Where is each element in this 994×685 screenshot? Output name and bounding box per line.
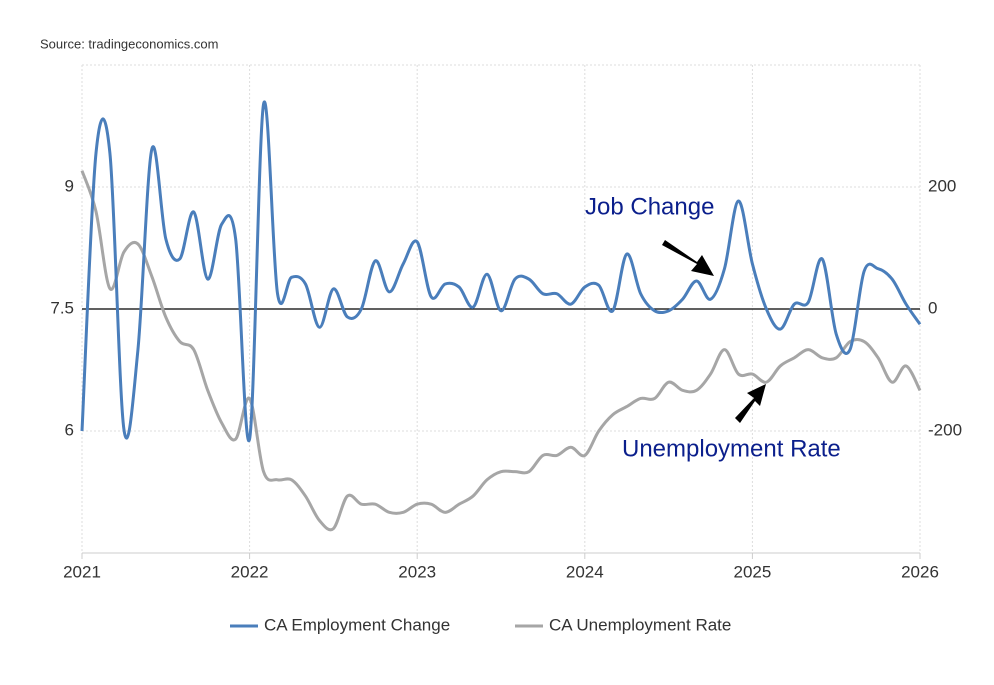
legend-label: CA Employment Change <box>264 615 450 634</box>
arrow <box>735 384 766 423</box>
series-line <box>80 170 922 532</box>
annotation: Job Change <box>585 193 714 220</box>
x-tick-label: 2021 <box>63 562 101 581</box>
x-tick-label: 2022 <box>231 562 269 581</box>
x-tick-label: 2026 <box>901 562 939 581</box>
y-tick-label: 7.5 <box>50 298 74 317</box>
y2-tick-label: 200 <box>928 176 956 195</box>
x-tick-label: 2023 <box>398 562 436 581</box>
x-tick-label: 2025 <box>733 562 771 581</box>
y2-tick-label: 0 <box>928 298 937 317</box>
y2-tick-label: -200 <box>928 420 962 439</box>
y-tick-label: 6 <box>65 420 74 439</box>
annotation: Unemployment Rate <box>622 435 841 462</box>
series-line <box>80 100 922 443</box>
y-tick-label: 9 <box>65 176 74 195</box>
x-tick-label: 2024 <box>566 562 604 581</box>
arrow <box>662 240 714 276</box>
source: Source: tradingeconomics.com <box>40 36 218 51</box>
legend-label: CA Unemployment Rate <box>549 615 731 634</box>
